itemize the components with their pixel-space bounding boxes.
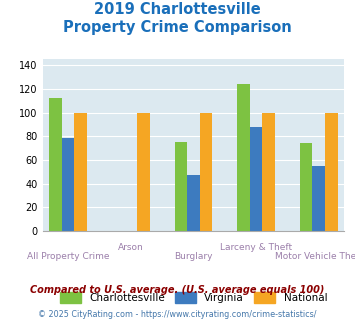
- Bar: [187, 175, 200, 231]
- Text: All Property Crime: All Property Crime: [27, 252, 109, 261]
- Bar: [325, 113, 338, 231]
- Text: Larceny & Theft: Larceny & Theft: [220, 243, 292, 251]
- Bar: [175, 142, 187, 231]
- Text: Burglary: Burglary: [174, 252, 213, 261]
- Text: Arson: Arson: [118, 243, 144, 251]
- Bar: [250, 127, 262, 231]
- Legend: Charlottesville, Virginia, National: Charlottesville, Virginia, National: [56, 288, 331, 307]
- Text: © 2025 CityRating.com - https://www.cityrating.com/crime-statistics/: © 2025 CityRating.com - https://www.city…: [38, 310, 317, 319]
- Bar: [300, 144, 312, 231]
- Text: 2019 Charlottesville: 2019 Charlottesville: [94, 2, 261, 16]
- Text: Property Crime Comparison: Property Crime Comparison: [63, 20, 292, 35]
- Bar: [49, 98, 62, 231]
- Text: Compared to U.S. average. (U.S. average equals 100): Compared to U.S. average. (U.S. average …: [30, 285, 325, 295]
- Bar: [62, 138, 75, 231]
- Bar: [200, 113, 212, 231]
- Bar: [312, 166, 325, 231]
- Text: Motor Vehicle Theft: Motor Vehicle Theft: [275, 252, 355, 261]
- Bar: [262, 113, 275, 231]
- Bar: [75, 113, 87, 231]
- Bar: [137, 113, 150, 231]
- Bar: [237, 84, 250, 231]
